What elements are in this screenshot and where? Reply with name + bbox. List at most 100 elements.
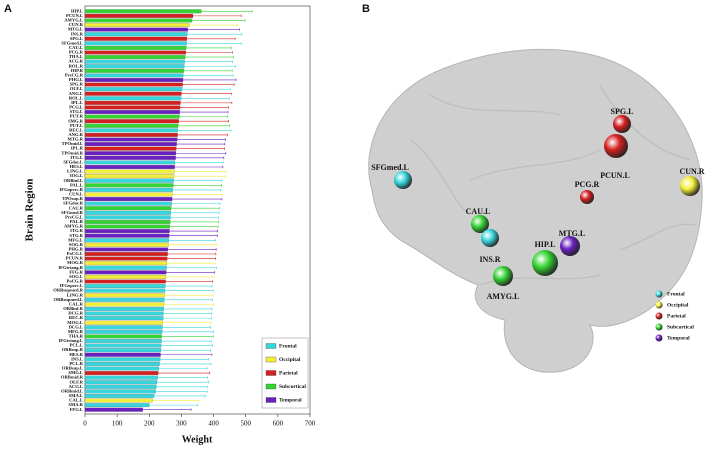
- y-tick-label: IPL.R: [71, 146, 84, 151]
- y-tick-label: MFG.L: [68, 237, 83, 242]
- bar: [84, 361, 160, 366]
- error-bar: [160, 348, 211, 352]
- error-bar: [170, 220, 219, 224]
- bar: [84, 41, 187, 46]
- x-tick-label: 0: [83, 420, 87, 428]
- node-label: SPG.L: [611, 107, 634, 116]
- x-axis-title: Weight: [182, 434, 213, 445]
- error-bar: [156, 385, 209, 389]
- y-tick-label: THA.L: [69, 54, 83, 59]
- error-bar: [166, 266, 217, 270]
- bar: [84, 13, 194, 18]
- y-tick-label: SFGdor.R: [63, 201, 84, 206]
- y-tick-label: THA.R: [69, 334, 84, 339]
- error-bar: [168, 243, 218, 247]
- bar: [84, 55, 186, 60]
- error-bar: [179, 115, 229, 118]
- error-bar: [157, 380, 209, 384]
- y-tick-label: PCUN.L: [66, 13, 83, 18]
- y-tick-label: INS.R: [71, 31, 84, 36]
- x-tick-label: 500: [240, 420, 251, 428]
- error-bar: [165, 289, 214, 292]
- node-label: CUN.R: [679, 167, 704, 176]
- bar: [84, 233, 170, 238]
- legend-swatch: [265, 356, 277, 363]
- legend-label: Parietal: [667, 313, 686, 319]
- error-bar: [172, 197, 223, 201]
- error-bar: [142, 408, 192, 412]
- y-tick-label: ORBsup.R: [62, 347, 84, 352]
- y-tick-label: CAU.L: [69, 45, 83, 50]
- y-tick-label: HES.R: [69, 352, 83, 357]
- bar: [84, 178, 174, 183]
- node: [532, 250, 558, 276]
- bar: [84, 183, 174, 188]
- error-bar: [187, 32, 243, 36]
- y-tick-label: SPG.L: [70, 36, 83, 41]
- y-tick-label: SOG.L: [69, 274, 83, 279]
- y-tick-label: ANG.R: [68, 132, 83, 137]
- bar: [84, 284, 166, 288]
- error-bar: [184, 60, 234, 63]
- error-bar: [177, 133, 228, 137]
- bar: [84, 325, 163, 330]
- bar: [84, 155, 176, 160]
- bar: [84, 78, 184, 82]
- bar: [84, 242, 169, 247]
- bar: [84, 105, 181, 110]
- legend-swatch: [265, 397, 277, 403]
- bar: [84, 50, 187, 55]
- legend-label: Frontal: [279, 343, 297, 349]
- bar: [84, 398, 153, 403]
- brain: [368, 48, 703, 373]
- error-bar: [185, 55, 234, 59]
- bar: [84, 91, 182, 96]
- panel-label: A: [4, 3, 12, 15]
- error-bar: [175, 151, 227, 155]
- y-tick-label: MFG.R: [68, 329, 84, 334]
- y-tick-label: DCG.L: [69, 324, 83, 329]
- error-bar: [161, 339, 212, 343]
- bar: [84, 220, 171, 224]
- error-bar: [166, 261, 216, 265]
- y-tick-label: MTG.L: [68, 27, 83, 32]
- bar: [84, 119, 179, 124]
- bar: [84, 224, 170, 229]
- y-tick-label: SMG.L: [68, 370, 83, 375]
- bar: [84, 329, 163, 334]
- error-bar: [170, 211, 220, 215]
- error-bar: [180, 106, 229, 109]
- bar: [84, 389, 156, 394]
- bar: [84, 59, 185, 64]
- error-bar: [174, 170, 227, 173]
- error-bar: [167, 252, 217, 256]
- y-tick-label: FFG.L: [70, 407, 83, 412]
- bar: [84, 64, 185, 69]
- node: [560, 236, 580, 256]
- bar: [84, 380, 158, 385]
- y-tick-label: SMA.R: [68, 402, 83, 407]
- error-bar: [162, 321, 212, 324]
- node: [613, 115, 631, 133]
- y-tick-label: ITG.L: [70, 155, 83, 160]
- y-tick-label: IFGtriang.R: [58, 265, 83, 270]
- bar: [84, 288, 166, 293]
- bar: [84, 348, 161, 353]
- y-tick-label: ORBsupmed.L: [54, 297, 84, 302]
- y-tick-label: OLF.R: [70, 379, 84, 384]
- node: [580, 190, 594, 204]
- node-label: CAU.L: [466, 207, 491, 216]
- error-bar: [166, 275, 215, 279]
- y-tick-label: PCG.R: [69, 50, 84, 55]
- bar: [84, 114, 180, 119]
- error-bar: [162, 325, 211, 329]
- bar: [84, 270, 167, 275]
- nodes: SFGmed.L SPG.L PCUN.L CUN.R PCG.R CAU.L INS.R M…: [371, 107, 705, 301]
- error-bar: [182, 87, 231, 91]
- error-bar: [163, 312, 212, 315]
- bar: [84, 45, 187, 50]
- error-bar: [166, 271, 215, 274]
- error-bar: [186, 37, 236, 41]
- error-bar: [172, 188, 222, 192]
